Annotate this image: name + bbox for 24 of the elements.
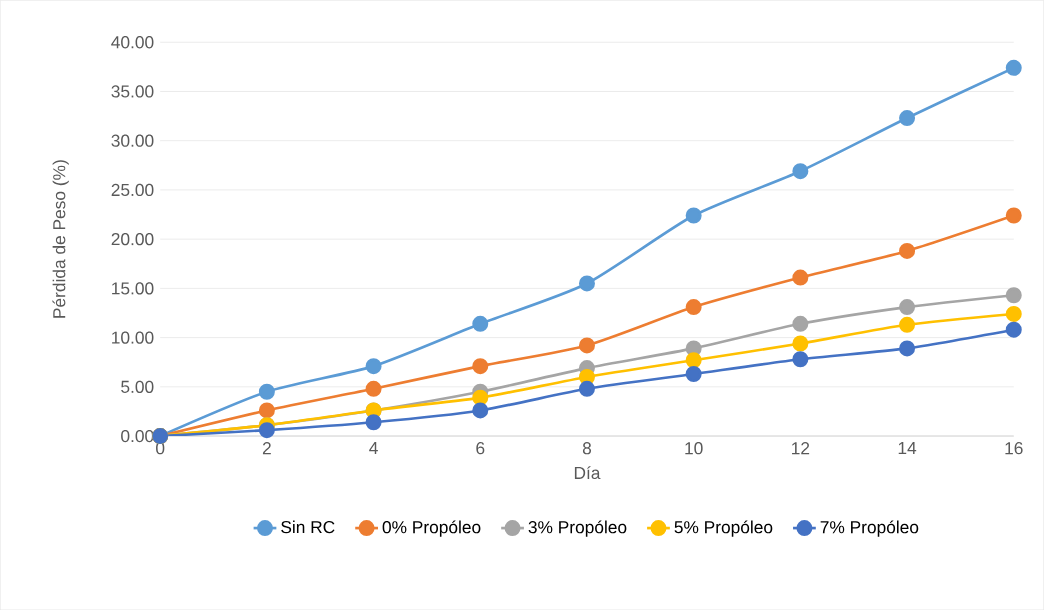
y-tick-label: 10.00 [112, 331, 154, 344]
x-tick-label: 14 [898, 441, 917, 454]
legend-label: 7% Propóleo [820, 520, 919, 537]
x-tick-label: 8 [582, 441, 592, 455]
y-tick-label: 25.00 [111, 183, 154, 196]
y-axis-title: Pérdida de Peso (%) [52, 160, 69, 318]
x-tick-label: 6 [476, 441, 485, 455]
y-tick-label: 40.00 [111, 36, 154, 49]
x-tick-label: 12 [792, 441, 810, 455]
legend-label: Sin RC [281, 520, 335, 534]
x-tick-label: 4 [369, 441, 378, 454]
legend-label: 3% Propóleo [528, 520, 627, 537]
y-tick-label: 5.00 [121, 380, 154, 393]
x-tick-label: 10 [685, 441, 703, 455]
y-tick-label: 30.00 [111, 134, 154, 147]
x-tick-label: 16 [1005, 441, 1023, 455]
x-axis-title: Día [574, 466, 601, 479]
y-tick-label: 15.00 [112, 282, 154, 295]
x-tick-label: 2 [262, 441, 271, 455]
y-tick-label: 35.00 [111, 85, 154, 98]
y-tick-label: 20.00 [111, 232, 154, 246]
legend-label: 5% Propóleo [674, 520, 773, 537]
legend-label: 0% Propóleo [382, 520, 481, 537]
y-tick-label: 0.00 [121, 429, 154, 443]
